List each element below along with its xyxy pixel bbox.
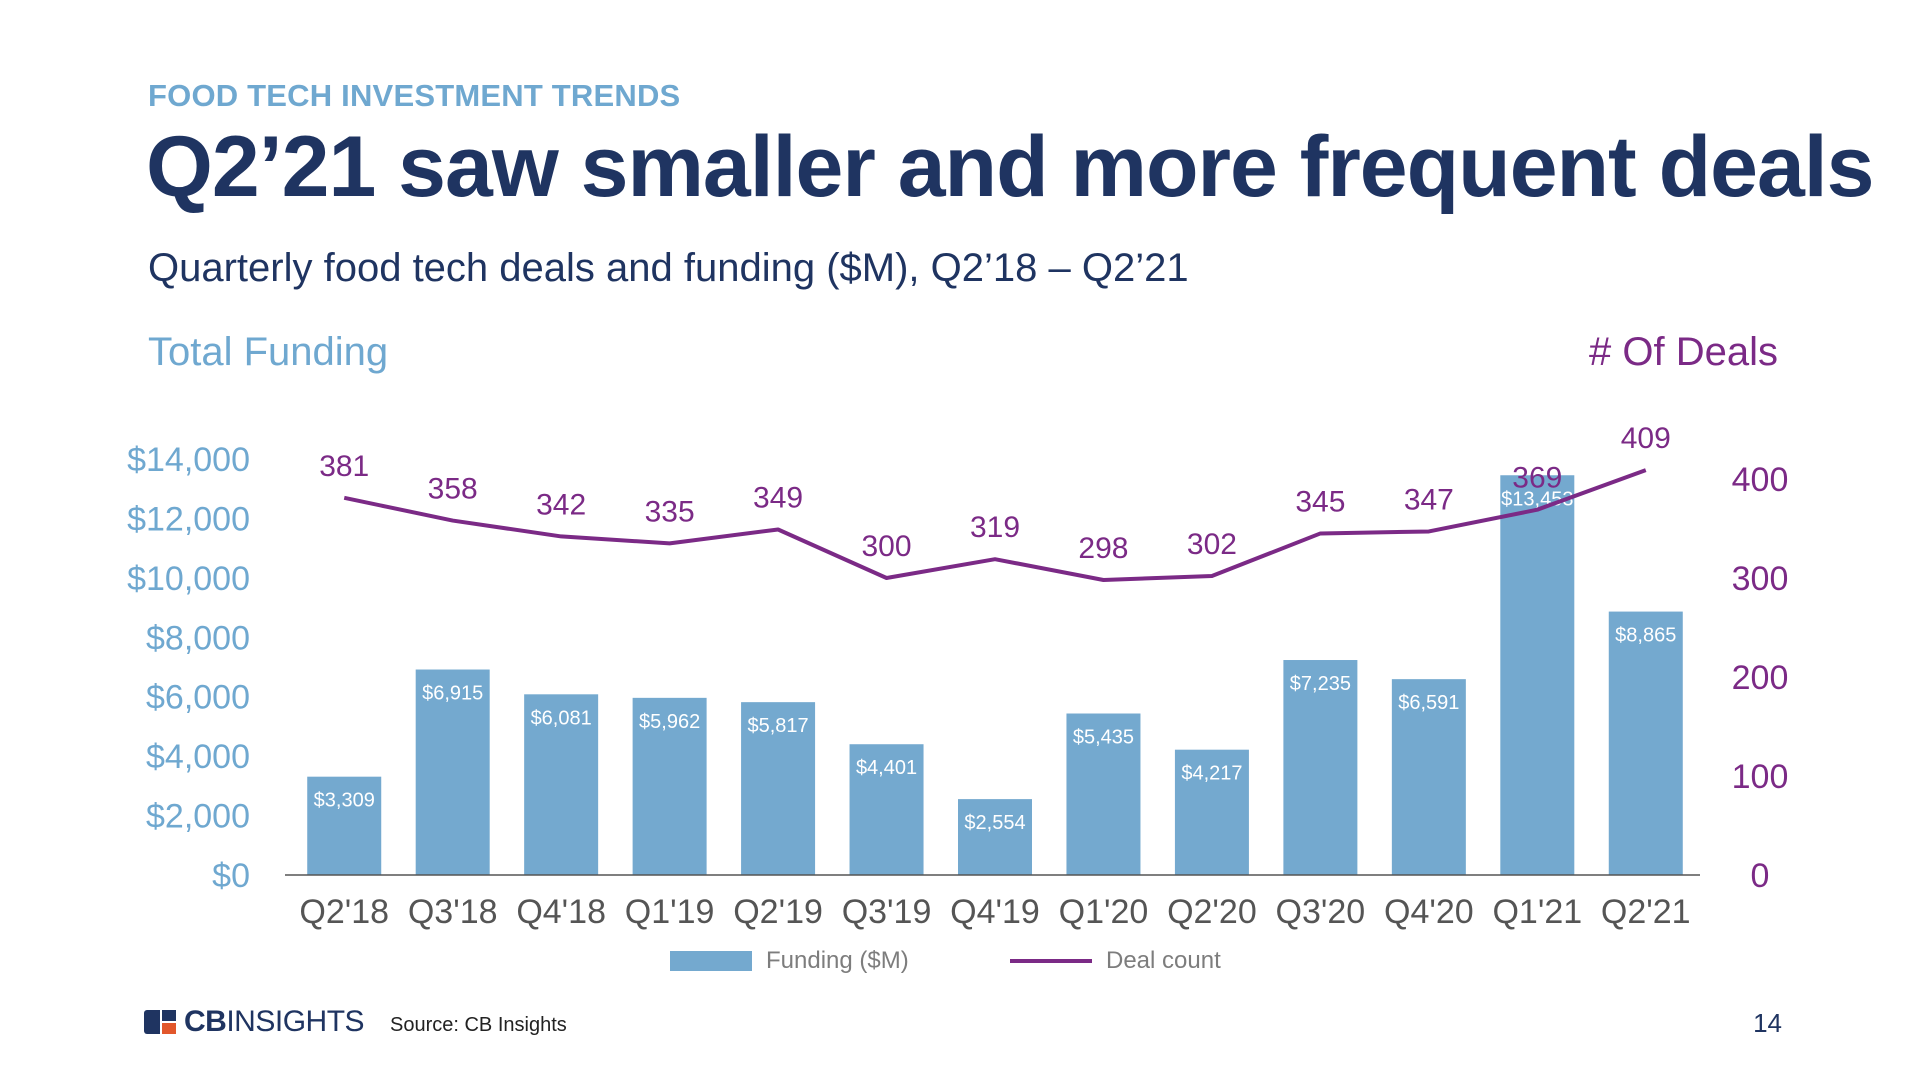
legend-label-funding: Funding ($M) (766, 947, 909, 974)
funding-bar-label: $6,591 (1398, 692, 1459, 714)
funding-bar-label: $6,915 (422, 683, 483, 705)
deal-count-label: 349 (753, 481, 803, 514)
right-axis-tick-label: 300 (1732, 560, 1789, 598)
funding-bar-Q1'21 (1500, 475, 1575, 875)
right-axis-tick-label: 0 (1751, 857, 1770, 895)
left-axis-tick-label: $6,000 (146, 679, 250, 717)
deal-count-label: 381 (319, 450, 369, 483)
logo-mark-icon (144, 1010, 178, 1034)
x-axis-tick-label: Q2'21 (1601, 893, 1691, 931)
page-title: Q2’21 saw smaller and more frequent deal… (146, 119, 1875, 215)
left-axis-tick-label: $4,000 (146, 738, 250, 776)
funding-bar-label: $4,217 (1181, 763, 1242, 785)
deal-count-label: 347 (1404, 483, 1454, 516)
legend-item-funding[interactable]: Funding ($M) (670, 947, 909, 975)
x-axis-tick-label: Q4'20 (1384, 893, 1474, 931)
x-axis-tick-label: Q2'20 (1167, 893, 1257, 931)
deal-count-label: 358 (428, 473, 478, 506)
funding-bar-Q4'19 (958, 799, 1032, 875)
funding-bar-Q4'20 (1391, 679, 1466, 875)
deal-count-label: 298 (1078, 532, 1128, 565)
x-axis-tick-label: Q4'18 (516, 893, 606, 931)
funding-bar-Q3'20 (1283, 660, 1358, 875)
funding-bar-label: $5,435 (1073, 727, 1134, 749)
deal-count-label: 342 (536, 488, 586, 521)
deal-count-label: 300 (862, 530, 912, 563)
funding-bar-label: $2,554 (964, 812, 1025, 834)
left-axis-tick-label: $0 (212, 857, 250, 895)
right-axis-tick-label: 400 (1732, 461, 1789, 499)
funding-bar-Q2'20 (1174, 749, 1249, 875)
chart-subtitle: Quarterly food tech deals and funding ($… (148, 246, 1189, 290)
deal-count-label: 409 (1621, 422, 1671, 455)
x-axis-tick-label: Q1'19 (625, 893, 715, 931)
legend-item-deal-count[interactable]: Deal count (1010, 947, 1221, 975)
funding-bar-label: $3,309 (314, 790, 375, 812)
funding-bar-Q2'19 (741, 702, 816, 875)
x-axis-tick-label: Q1'21 (1492, 893, 1582, 931)
funding-bar-Q4'18 (524, 694, 599, 875)
legend-swatch-deal-count (1010, 959, 1092, 963)
left-axis-tick-label: $8,000 (146, 619, 250, 657)
x-axis-tick-label: Q1'20 (1059, 893, 1149, 931)
left-axis-tick-label: $12,000 (127, 500, 250, 538)
page-number: 14 (1753, 1008, 1782, 1038)
funding-bar-Q1'20 (1066, 713, 1141, 875)
right-axis-tick-label: 200 (1732, 659, 1789, 697)
funding-bar-label: $5,962 (639, 711, 700, 733)
funding-bar-label: $5,817 (747, 715, 808, 737)
eyebrow-title: FOOD TECH INVESTMENT TRENDS (148, 78, 681, 113)
funding-bar-Q3'19 (849, 744, 924, 875)
deal-count-label: 335 (645, 495, 695, 528)
funding-bar-label: $8,865 (1615, 625, 1676, 647)
left-axis-title: Total Funding (148, 330, 389, 374)
x-axis-tick-label: Q3'18 (408, 893, 498, 931)
deal-count-label: 369 (1512, 462, 1562, 495)
funding-bar-Q3'18 (415, 669, 490, 875)
funding-bar-Q2'18 (307, 776, 382, 875)
funding-bar-label: $6,081 (531, 707, 592, 729)
x-axis-tick-label: Q2'19 (733, 893, 823, 931)
funding-bar-label: $7,235 (1290, 673, 1351, 695)
x-axis-tick-label: Q2'18 (299, 893, 389, 931)
left-axis-tick-label: $2,000 (146, 798, 250, 836)
funding-bar-Q1'19 (632, 697, 707, 875)
x-axis-tick-label: Q4'19 (950, 893, 1040, 931)
left-axis-tick-label: $10,000 (127, 560, 250, 598)
left-axis-tick-label: $14,000 (127, 441, 250, 479)
funding-bar-Q2'21 (1608, 611, 1683, 875)
legend-swatch-funding (670, 951, 752, 971)
x-axis-tick-label: Q3'19 (842, 893, 932, 931)
deal-count-line (343, 468, 1647, 582)
x-axis-tick-label: Q3'20 (1276, 893, 1366, 931)
legend-label-deal-count: Deal count (1106, 947, 1221, 974)
right-axis-tick-label: 100 (1732, 758, 1789, 796)
right-axis-title: # Of Deals (1589, 330, 1778, 374)
deal-count-label: 345 (1295, 485, 1345, 518)
logo-text: CBINSIGHTS (184, 1005, 365, 1038)
deal-count-label: 319 (970, 511, 1020, 544)
cb-insights-logo: CBINSIGHTS (144, 1005, 365, 1039)
funding-bar-label: $4,401 (856, 757, 917, 779)
source-note: Source: CB Insights (390, 1014, 567, 1036)
deal-count-label: 302 (1187, 528, 1237, 561)
legend: Funding ($M) Deal count (0, 947, 1920, 979)
